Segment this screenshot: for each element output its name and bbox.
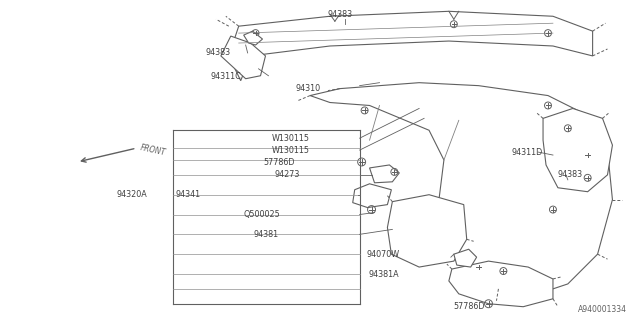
Polygon shape: [221, 36, 266, 79]
Text: W130115: W130115: [272, 146, 310, 155]
Text: 94381: 94381: [253, 230, 278, 239]
Text: 94320A: 94320A: [116, 190, 148, 199]
Text: 57786D: 57786D: [264, 158, 295, 167]
Polygon shape: [353, 184, 392, 208]
Text: 94070W: 94070W: [366, 250, 399, 259]
Polygon shape: [454, 249, 477, 267]
Polygon shape: [449, 261, 553, 307]
Text: 94311D: 94311D: [512, 148, 543, 156]
Text: 94273: 94273: [275, 170, 300, 180]
Text: 94310: 94310: [295, 84, 321, 93]
Text: 94383: 94383: [328, 10, 353, 19]
Text: A940001334: A940001334: [579, 305, 627, 314]
Polygon shape: [228, 11, 593, 81]
Text: 94311C: 94311C: [211, 72, 242, 81]
Polygon shape: [387, 195, 467, 267]
Text: 94341: 94341: [176, 190, 201, 199]
Polygon shape: [369, 165, 399, 183]
Text: Q500025: Q500025: [244, 210, 280, 219]
Text: FRONT: FRONT: [140, 143, 167, 157]
Text: 94383: 94383: [558, 170, 583, 180]
Polygon shape: [543, 108, 612, 192]
Text: W130115: W130115: [272, 134, 310, 143]
Text: 57786D: 57786D: [454, 302, 485, 311]
Polygon shape: [244, 31, 262, 45]
Polygon shape: [310, 83, 612, 294]
Text: 94383: 94383: [206, 48, 231, 57]
Text: 94381A: 94381A: [369, 269, 399, 278]
